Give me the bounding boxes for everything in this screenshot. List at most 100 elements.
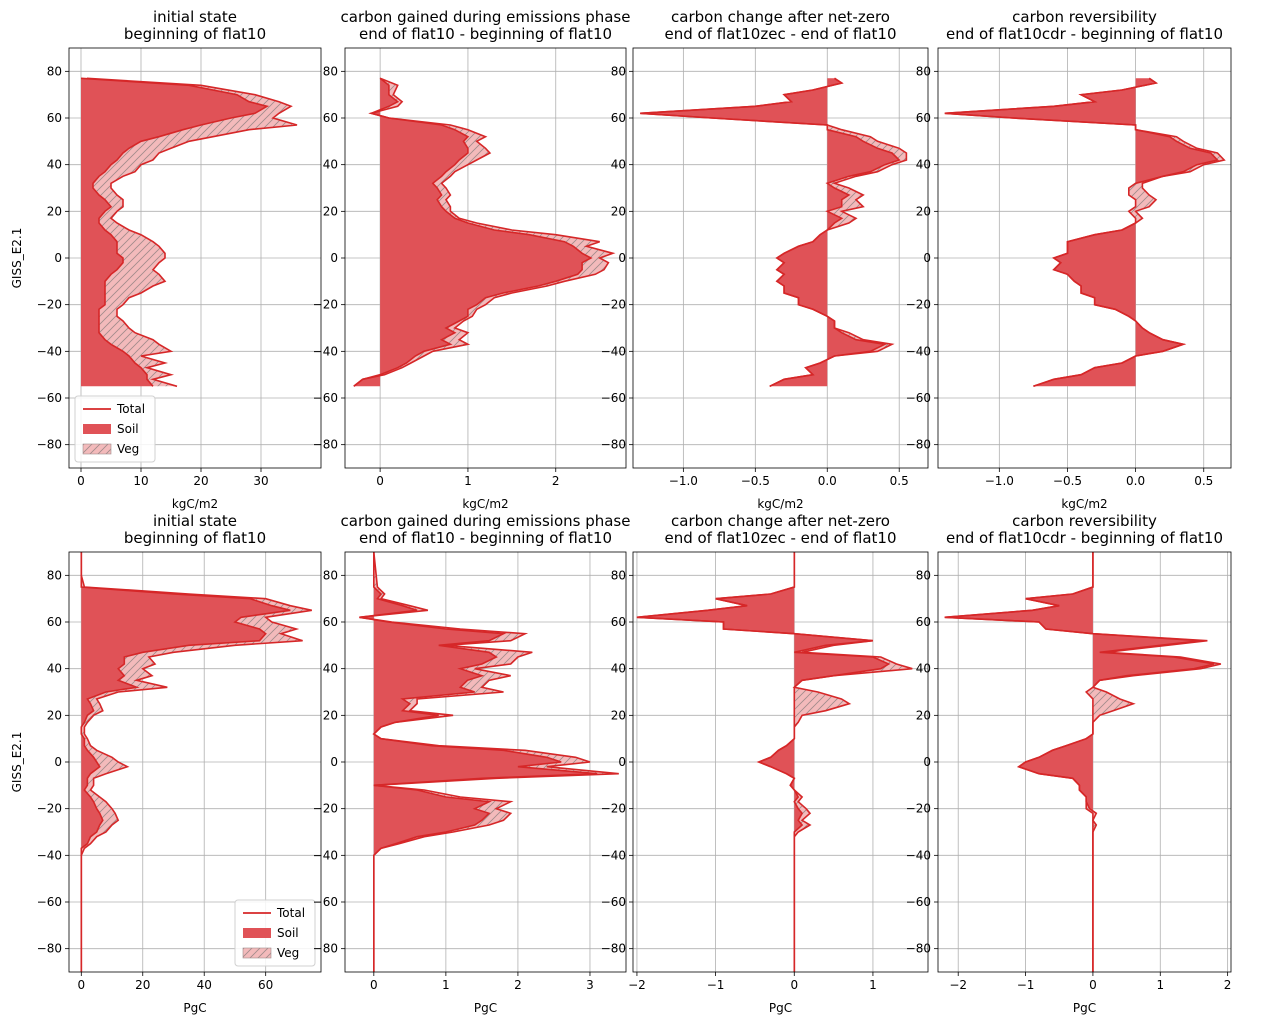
x-axis-label: kgC/m2 [1061, 497, 1107, 511]
y-tick-label: 80 [47, 64, 62, 78]
total-line [944, 552, 1222, 972]
y-tick-label: 80 [611, 64, 626, 78]
y-tick-label: −80 [313, 438, 338, 452]
y-tick-label: −60 [601, 391, 626, 405]
chart-panel-5: 0 20 40 60 80 60 40 20 0 −20 −40 −60 −80 initial stat… [10, 512, 322, 1015]
y-tick-label: −80 [906, 942, 931, 956]
y-tick-label: 20 [47, 708, 62, 722]
chart-title: end of flat10zec - end of flat10 [664, 529, 896, 547]
y-tick-label: 60 [323, 615, 338, 629]
chart-title: carbon gained during emissions phase [341, 512, 631, 530]
y-tick-label: −20 [313, 802, 338, 816]
y-tick-label: −60 [37, 895, 62, 909]
y-tick-label: −20 [37, 298, 62, 312]
chart-panel-8: −2 −1 0 1 2 80 60 40 20 0 −20 −40 −60 −80 carbon rever… [906, 512, 1232, 1015]
y-tick-label: 60 [47, 111, 62, 125]
chart-title: carbon reversibility [1012, 8, 1157, 26]
x-tick-label: 0 [370, 978, 378, 992]
y-tick-label: −40 [601, 848, 626, 862]
y-tick-label: 60 [323, 111, 338, 125]
x-tick-label: −1 [1017, 978, 1035, 992]
chart-title: carbon reversibility [1012, 512, 1157, 530]
y-tick-label: 60 [916, 615, 931, 629]
y-tick-label: 20 [323, 204, 338, 218]
chart-title: end of flat10 - beginning of flat10 [359, 25, 612, 43]
chart-title: carbon change after net-zero [671, 8, 890, 26]
legend-swatch-soil [83, 424, 111, 434]
legend-swatch-veg [242, 947, 272, 959]
y-tick-label: 80 [323, 568, 338, 582]
x-axis-label: kgC/m2 [462, 497, 508, 511]
chart-title: beginning of flat10 [124, 25, 266, 43]
x-axis-label: PgC [1073, 1001, 1096, 1015]
x-tick-label: 2 [1224, 978, 1232, 992]
chart-title: end of flat10 - beginning of flat10 [359, 529, 612, 547]
legend-label-soil: Soil [277, 926, 299, 940]
y-axis-label: GISS_E2.1 [10, 732, 24, 793]
x-tick-label: 0.5 [1194, 474, 1213, 488]
y-tick-label: 40 [47, 158, 62, 172]
y-tick-label: 80 [47, 568, 62, 582]
y-tick-label: 80 [323, 64, 338, 78]
soil-line [80, 77, 270, 387]
y-tick-label: −20 [906, 298, 931, 312]
veg-area [944, 78, 1225, 387]
y-tick-label: −20 [313, 298, 338, 312]
x-tick-label: −1 [707, 978, 725, 992]
total-line [359, 551, 619, 972]
y-tick-label: −40 [601, 344, 626, 358]
x-tick-label: 1 [464, 474, 472, 488]
total-line [353, 77, 616, 387]
y-tick-label: −60 [313, 895, 338, 909]
y-tick-label: 60 [611, 615, 626, 629]
y-tick-label: −60 [313, 391, 338, 405]
legend-label-soil: Soil [117, 422, 139, 436]
legend: Total Soil Veg [234, 899, 316, 967]
x-tick-label: 2 [552, 474, 560, 488]
soil-area [640, 78, 900, 387]
chart-title: initial state [153, 512, 237, 530]
x-tick-label: 60 [258, 978, 273, 992]
legend-label-total: Total [116, 402, 145, 416]
y-tick-label: 40 [611, 158, 626, 172]
legend-swatch-veg [82, 443, 112, 455]
veg-area [81, 78, 297, 387]
x-tick-label: −2 [628, 978, 646, 992]
y-tick-label: 60 [47, 615, 62, 629]
y-tick-label: 20 [916, 708, 931, 722]
chart-title: initial state [153, 8, 237, 26]
y-axis-label: GISS_E2.1 [10, 228, 24, 289]
chart-title: carbon change after net-zero [671, 512, 890, 530]
chart-title: carbon gained during emissions phase [341, 8, 631, 26]
x-axis-label: PgC [769, 1001, 792, 1015]
x-tick-label: 0 [77, 474, 85, 488]
y-tick-label: −80 [37, 438, 62, 452]
y-tick-label: −20 [601, 298, 626, 312]
total-line [636, 552, 913, 972]
legend-label-total: Total [276, 906, 305, 920]
y-tick-label: 40 [916, 662, 931, 676]
x-tick-label: −1.0 [669, 474, 698, 488]
total-line [80, 552, 312, 972]
total-line [944, 77, 1226, 388]
chart-title: beginning of flat10 [124, 529, 266, 547]
y-tick-label: −60 [906, 391, 931, 405]
soil-area [81, 78, 267, 387]
soil-area [636, 552, 889, 972]
chart-panel-2: 0 1 2 80 60 40 20 0 −20 −40 −60 −80 carbon gained du… [313, 8, 631, 511]
y-tick-label: 0 [618, 251, 626, 265]
chart-panel-6: 0 1 2 3 80 60 40 20 0 −20 −40 −60 −80 carbon gained d… [313, 512, 631, 1015]
y-tick-label: 40 [611, 662, 626, 676]
soil-line [80, 552, 291, 972]
soil-area [353, 78, 591, 387]
y-tick-label: 0 [923, 251, 931, 265]
x-tick-label: 0.5 [890, 474, 909, 488]
y-tick-label: −40 [906, 344, 931, 358]
y-tick-label: 40 [323, 158, 338, 172]
y-tick-label: −40 [37, 344, 62, 358]
total-line [640, 77, 908, 388]
y-tick-label: 0 [923, 755, 931, 769]
x-axis-label: PgC [183, 1001, 206, 1015]
y-tick-label: 0 [618, 755, 626, 769]
